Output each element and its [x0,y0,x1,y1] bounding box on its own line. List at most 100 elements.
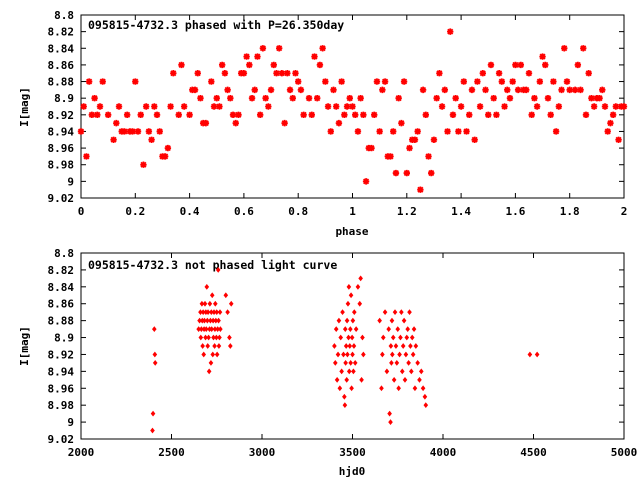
data-point [555,103,563,110]
data-point [289,94,296,102]
y-tick-label: 8.84 [48,281,75,294]
data-point [305,94,313,102]
data-point [265,103,272,110]
data-point [392,169,400,177]
data-point [292,70,299,77]
data-point [327,128,334,135]
data-point [474,78,481,85]
data-point [422,111,430,119]
data-point [368,144,375,152]
data-point [401,317,407,324]
data-point [123,111,131,119]
data-point [345,300,351,307]
y-tick-label: 9 [67,175,74,188]
data-point [322,78,329,85]
data-point [460,78,468,85]
data-point [300,111,307,119]
data-point [517,61,525,69]
data-point [479,70,487,77]
data-point [566,86,573,94]
data-point [539,53,546,60]
data-point [341,111,348,119]
data-point [198,334,204,341]
data-point [395,326,401,332]
data-point [284,70,291,77]
y-axis-label: I[mag] [18,326,31,366]
data-point [457,103,465,110]
data-point [490,94,497,102]
data-point [334,376,340,383]
data-point [343,360,348,366]
data-point [596,94,603,102]
data-point [380,351,385,358]
data-point [228,300,234,307]
data-point [399,368,405,375]
x-tick-label: 0.8 [288,205,308,218]
data-point [512,61,519,69]
x-tick-label: 0 [78,205,85,218]
data-point [455,128,462,135]
data-point [615,136,622,143]
data-point [430,136,438,143]
data-point [191,86,199,94]
data-point [142,103,150,110]
data-point [180,103,188,110]
data-point [216,103,223,110]
data-point [164,144,172,152]
data-point [423,402,429,409]
x-tick-label: 4000 [430,446,457,459]
data-point [175,111,182,119]
data-point [262,94,269,102]
data-point [216,343,222,349]
data-point [214,309,220,316]
data-point [205,343,211,349]
data-point [358,275,363,282]
data-point [337,385,343,392]
data-point [286,86,294,94]
data-point [352,360,358,366]
data-point [387,410,392,417]
data-point [376,128,383,135]
data-point [352,309,357,316]
data-point [240,70,248,77]
data-point [259,45,267,52]
y-tick-label: 8.94 [48,125,75,138]
data-point [201,351,207,358]
data-point [256,111,264,119]
data-point [384,368,390,375]
data-point [223,292,229,299]
data-point [348,292,354,299]
data-point [498,78,506,85]
data-point [415,360,420,366]
data-point [411,136,419,143]
data-point [360,334,365,341]
data-points [77,28,628,193]
y-tick-label: 8.98 [48,399,75,412]
data-point [406,144,413,152]
data-point [308,111,315,119]
data-point [393,343,399,349]
data-point [612,103,620,110]
data-point [199,300,205,307]
x-tick-label: 1.8 [560,205,580,218]
data-point [471,136,478,143]
data-point [531,94,538,102]
data-point [104,111,112,119]
data-point [319,45,326,52]
data-point [388,419,393,425]
data-point [620,103,628,110]
y-tick-label: 8.98 [48,159,75,172]
data-point [382,309,388,316]
data-point [347,343,353,349]
data-point [205,309,211,316]
y-tick-label: 8.86 [48,59,75,72]
data-point [113,119,120,127]
data-point [206,368,212,375]
data-point [232,119,239,127]
data-point [395,94,402,102]
data-point [267,86,275,94]
x-axis-label: phase [335,225,368,238]
y-tick-label: 8.92 [48,348,75,361]
data-point [346,283,352,290]
data-point [129,128,136,135]
